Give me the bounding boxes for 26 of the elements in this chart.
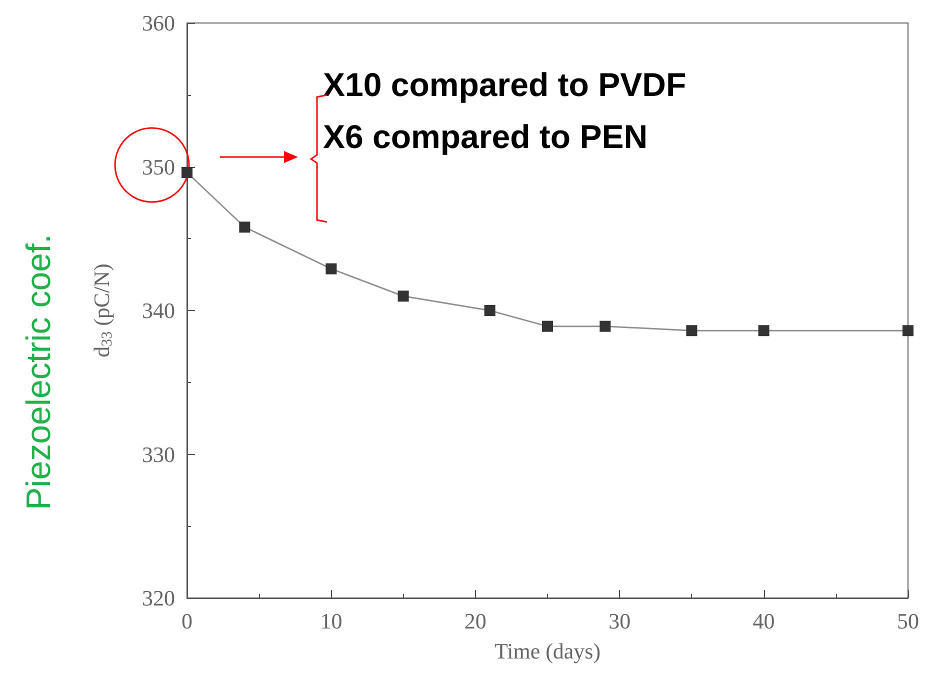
point xyxy=(542,320,553,332)
x-tick-label: 20 xyxy=(464,608,486,634)
point xyxy=(600,320,611,332)
text: Piezoelectric coef. xyxy=(20,234,58,510)
point xyxy=(326,263,337,274)
x-tick-label: 0 xyxy=(182,608,192,634)
y-tick-label: 350 xyxy=(142,154,175,180)
point xyxy=(182,167,192,178)
y-tick-label: 360 xyxy=(142,10,175,36)
annotation: X6 compared to PEN xyxy=(323,118,648,155)
x-tick-label: 10 xyxy=(320,608,342,634)
y-tick-label: 330 xyxy=(142,442,175,467)
x-tick-label: 50 xyxy=(897,608,919,634)
point xyxy=(484,305,496,316)
point xyxy=(758,325,770,336)
y-tick-label: 340 xyxy=(142,298,175,323)
x-axis-title: Time (days) xyxy=(494,638,601,664)
x-tick-label: 30 xyxy=(608,608,631,634)
point xyxy=(239,222,250,233)
y-axis-title: d33 (pC/N) xyxy=(89,264,116,358)
x-tick-label: 40 xyxy=(752,608,775,634)
annotation: X10 compared to PVDF xyxy=(323,66,686,103)
point xyxy=(686,325,698,336)
y-tick-label: 320 xyxy=(142,586,175,610)
point xyxy=(902,325,914,336)
point xyxy=(398,290,409,302)
